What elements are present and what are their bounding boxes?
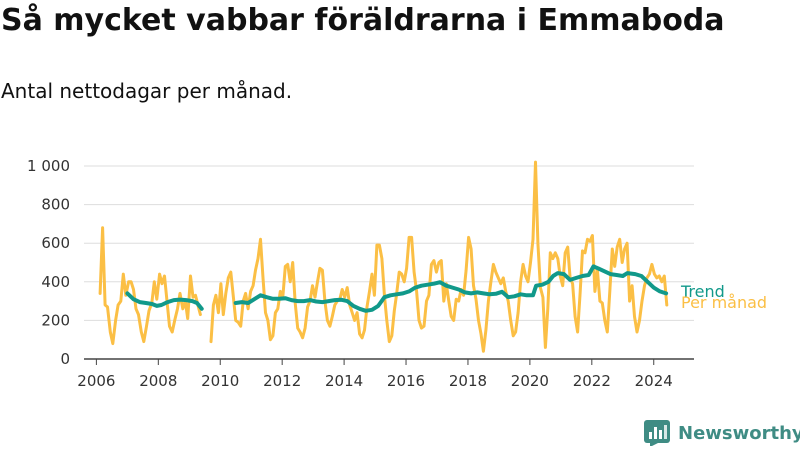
newsworthy-logo-icon bbox=[644, 420, 670, 446]
y-tick-label: 0 bbox=[60, 350, 70, 368]
chart-title: Så mycket vabbar föräldrarna i Emmaboda bbox=[1, 3, 725, 38]
y-tick-label: 1 000 bbox=[27, 157, 70, 175]
brand-logo: Newsworthy bbox=[644, 420, 800, 446]
x-tick-label: 2018 bbox=[449, 372, 487, 390]
series-lines bbox=[98, 160, 669, 353]
line-chart: 0 200 400 600 800 1 000 2006 2008 2010 2012 2014 20… bbox=[27, 157, 767, 390]
x-tick-label: 2012 bbox=[263, 372, 301, 390]
series-line-per-manad bbox=[98, 226, 202, 346]
series-label-per-manad: Per månad bbox=[681, 293, 767, 312]
x-tick-label: 2022 bbox=[573, 372, 611, 390]
x-tick-label: 2014 bbox=[325, 372, 363, 390]
series-line-per-manad bbox=[209, 160, 669, 353]
y-tick-label: 200 bbox=[41, 311, 70, 329]
series-label-trend: Trend bbox=[680, 282, 725, 301]
x-tick-label: 2010 bbox=[201, 372, 239, 390]
axes: 0 200 400 600 800 1 000 2006 2008 2010 2012 2014 20… bbox=[27, 157, 694, 390]
series-line-trend bbox=[125, 291, 204, 311]
y-tick-label: 800 bbox=[41, 196, 70, 214]
brand-name: Newsworthy bbox=[678, 422, 800, 444]
y-tick-label: 400 bbox=[41, 273, 70, 291]
series-line-trend bbox=[233, 264, 669, 313]
x-tick-label: 2008 bbox=[139, 372, 177, 390]
x-tick-label: 2024 bbox=[635, 372, 673, 390]
chart-subtitle: Antal nettodagar per månad. bbox=[1, 79, 293, 103]
y-tick-label: 600 bbox=[41, 234, 70, 252]
x-tick-label: 2016 bbox=[387, 372, 425, 390]
x-tick-label: 2006 bbox=[77, 372, 115, 390]
x-tick-label: 2020 bbox=[511, 372, 549, 390]
